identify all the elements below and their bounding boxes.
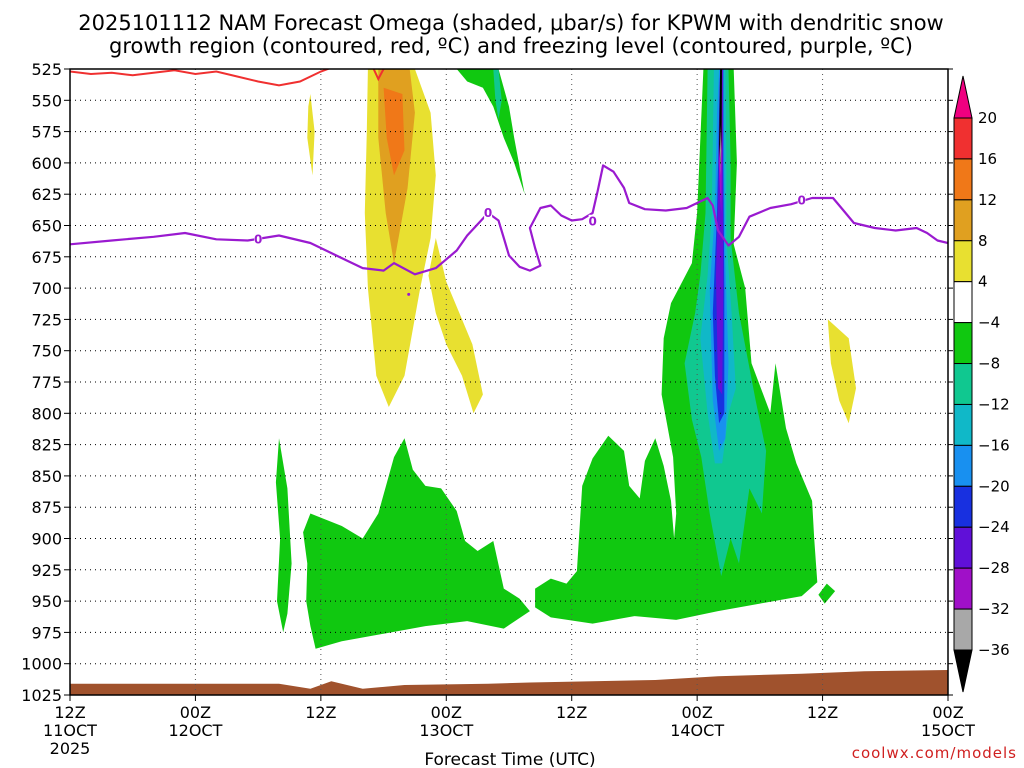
y-tick-label-900: 900 (31, 530, 62, 549)
omega-region-9 (535, 69, 818, 624)
omega-region-5 (383, 87, 405, 176)
colorbar-label-0: 20 (978, 109, 997, 127)
freezing-label-bg-3 (797, 193, 806, 207)
colorbar-label-6: −8 (978, 355, 1000, 373)
freezing-level-contour (70, 164, 948, 276)
colorbar-label-3: 8 (978, 232, 988, 250)
omega-region-2 (307, 94, 315, 176)
y-tick-label-700: 700 (31, 279, 62, 298)
y-tick-label-1000: 1000 (21, 655, 62, 674)
y-tick-label-575: 575 (31, 123, 62, 142)
freezing-level-label-3: 0 (797, 193, 805, 207)
freezing-level-label-2: 0 (588, 215, 596, 229)
chart-title-line-1: 2025101112 NAM Forecast Omega (shaded, μ… (78, 11, 943, 35)
colorbar-label-7: −12 (978, 395, 1010, 413)
colorbar-label-4: 4 (978, 273, 988, 291)
y-tick-label-950: 950 (31, 592, 62, 611)
terrain-fill (70, 670, 948, 695)
colorbar-label-9: −20 (978, 477, 1010, 495)
colorbar-top-arrow (953, 75, 973, 119)
freezing-label-bg-2 (588, 214, 597, 228)
terrain (70, 670, 948, 695)
omega-region-12 (493, 69, 502, 120)
y-tick-label-1025: 1025 (21, 686, 62, 705)
omega-region-3 (827, 319, 856, 424)
x-tick-label-time-48: 12Z (556, 703, 587, 722)
y-tick-label-675: 675 (31, 248, 62, 267)
x-tick-label-date-0: 11OCT (43, 721, 97, 740)
colorbar-label-10: −24 (978, 518, 1010, 536)
omega-region-8 (303, 438, 530, 649)
dgz-contour-segment (372, 69, 385, 82)
y-tick-label-825: 825 (31, 436, 62, 455)
colorbar-swatch-4 (953, 281, 973, 324)
y-tick-label-725: 725 (31, 310, 62, 329)
colorbar-bottom-arrow (953, 649, 973, 693)
colorbar-swatch-12 (953, 608, 973, 651)
colorbar-label-1: 16 (978, 150, 997, 168)
colorbar-swatch-10 (953, 526, 973, 569)
x-tick-label-time-24: 12Z (305, 703, 336, 722)
x-axis-label: Forecast Time (UTC) (424, 750, 595, 768)
omega-region-18 (719, 69, 722, 170)
colorbar-swatch-1 (953, 158, 973, 201)
omega-region-1 (428, 238, 483, 414)
x-tick-label-time-36: 00Z (431, 703, 462, 722)
colorbar-swatch-0 (953, 117, 973, 160)
omega-region-7 (275, 438, 292, 633)
colorbar-label-5: −4 (978, 314, 1000, 332)
y-tick-label-650: 650 (31, 217, 62, 236)
x-tick-label-time-0: 12Z (54, 703, 85, 722)
colorbar-swatch-7 (953, 403, 973, 446)
colorbar-swatch-6 (953, 363, 973, 405)
omega-shading (275, 69, 856, 649)
x-tick-label-time-12: 00Z (180, 703, 211, 722)
x-tick-label-time-72: 12Z (807, 703, 838, 722)
x-tick-label-date-84: 15OCT (921, 721, 975, 740)
x-tick-label-time-84: 00Z (932, 703, 963, 722)
freezing-label-bg-0 (254, 232, 263, 246)
y-tick-label-600: 600 (31, 154, 62, 173)
omega-region-6 (456, 69, 525, 195)
colorbar-label-13: −36 (978, 641, 1010, 659)
colorbar-label-2: 12 (978, 191, 997, 209)
colorbar-swatch-11 (953, 567, 973, 610)
y-tick-label-525: 525 (31, 60, 62, 79)
contours: 0 0 0 0 (70, 69, 948, 296)
y-tick-label-850: 850 (31, 467, 62, 486)
y-tick-label-550: 550 (31, 91, 62, 110)
colorbar-label-12: −32 (978, 600, 1010, 618)
x-tick-label-date-36: 13OCT (419, 721, 473, 740)
y-axis: 525 550 575 600 625 650 675 700 725 750 775 800 825 8… (21, 60, 953, 705)
site-credit: coolwx.com/models (852, 744, 1017, 762)
y-tick-label-800: 800 (31, 404, 62, 423)
y-tick-label-975: 975 (31, 623, 62, 642)
freezing-level-label-0: 0 (254, 232, 262, 246)
omega-region-10 (818, 583, 836, 604)
colorbar-label-8: −16 (978, 436, 1010, 454)
colorbar: 20 16 12 8 4 −4 −8 −12 −16 −20 −24 −28 −32 −36 (953, 75, 1010, 693)
chart-title-line-2: growth region (contoured, red, ºC) and f… (109, 34, 913, 58)
y-tick-label-750: 750 (31, 342, 62, 361)
colorbar-swatch-3 (953, 240, 973, 283)
colorbar-swatch-9 (953, 485, 973, 528)
freezing-level-label-1: 0 (484, 206, 492, 220)
colorbar-swatch-5 (953, 322, 973, 365)
y-tick-label-625: 625 (31, 185, 62, 204)
colorbar-swatch-2 (953, 199, 973, 242)
colorbar-swatch-8 (953, 444, 973, 487)
y-tick-label-925: 925 (31, 561, 62, 580)
dgz-contour (70, 69, 331, 87)
x-tick-label-date-60: 14OCT (670, 721, 724, 740)
x-tick-label-date-12: 12OCT (168, 721, 222, 740)
freezing-label-bg-1 (484, 205, 493, 219)
freezing-level-fragment (407, 292, 411, 296)
colorbar-label-11: −28 (978, 559, 1010, 577)
y-tick-label-775: 775 (31, 373, 62, 392)
x-tick-label-time-60: 00Z (681, 703, 712, 722)
x-tick-label-year-0: 2025 (50, 739, 91, 758)
y-tick-label-875: 875 (31, 498, 62, 517)
